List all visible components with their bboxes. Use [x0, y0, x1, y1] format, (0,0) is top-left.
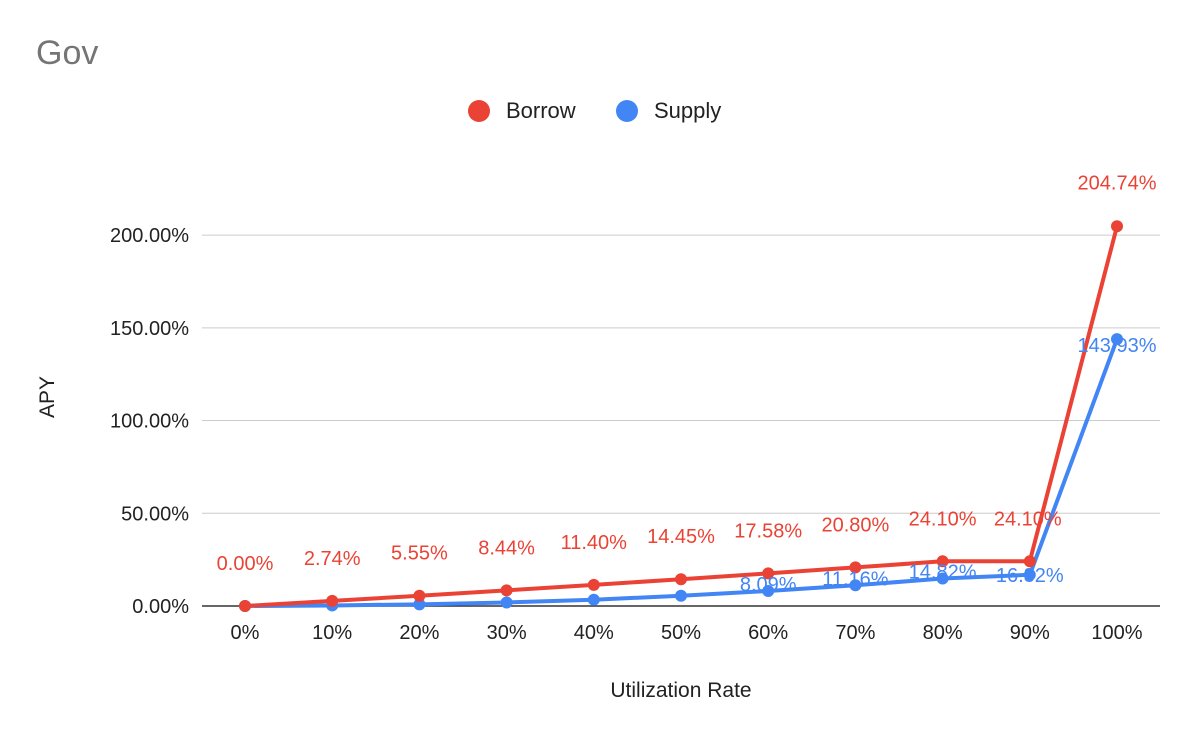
data-point-borrow: [500, 584, 513, 597]
data-label-borrow: 204.74%: [1078, 172, 1157, 194]
data-point-borrow: [326, 594, 339, 607]
data-point-borrow: [413, 589, 426, 602]
x-tick-label: 30%: [487, 622, 527, 644]
legend: Borrow Supply: [468, 98, 721, 123]
data-point-supply: [936, 572, 949, 585]
data-point-borrow: [587, 578, 600, 591]
legend-label-borrow: Borrow: [506, 98, 576, 123]
data-label-borrow: 20.80%: [821, 514, 889, 536]
data-point-supply: [762, 584, 775, 597]
y-tick-label: 100.00%: [110, 411, 189, 433]
data-label-borrow: 14.45%: [647, 526, 715, 548]
data-point-supply: [413, 598, 426, 611]
data-point-borrow: [849, 561, 862, 574]
data-point-supply: [500, 596, 513, 609]
x-axis-label: Utilization Rate: [610, 679, 751, 702]
data-point-borrow: [936, 555, 949, 568]
data-label-borrow: 24.10%: [909, 508, 977, 530]
data-point-supply: [849, 579, 862, 592]
data-label-supply: 14.82%: [909, 562, 977, 584]
legend-label-supply: Supply: [654, 98, 721, 123]
y-tick-label: 50.00%: [121, 503, 189, 525]
data-point-borrow: [239, 600, 251, 612]
data-label-borrow: 2.74%: [304, 548, 361, 570]
data-label-supply: 8.09%: [740, 574, 797, 596]
gridlines: [202, 234, 1160, 607]
y-axis-ticks: 0.00% 50.00% 100.00% 150.00% 200.00%: [110, 225, 189, 618]
series-line-borrow: [243, 224, 1119, 608]
data-label-borrow: 11.40%: [561, 532, 628, 554]
x-tick-label: 100%: [1091, 622, 1142, 644]
data-point-supply: [675, 589, 687, 602]
series-layer: [239, 220, 1123, 612]
x-tick-label: 20%: [399, 622, 439, 644]
x-tick-label: 70%: [835, 622, 875, 644]
x-tick-label: 10%: [312, 622, 352, 644]
data-labels: 0.00% 2.74% 5.55% 8.44% 11.40% 14.45% 17.58% 20…: [217, 172, 1157, 596]
data-label-supply: 143.93%: [1078, 335, 1157, 357]
x-axis-ticks: 0% 10% 20% 30% 40% 50% 60% 70% 80% 90% 100%: [231, 622, 1143, 644]
y-axis-label: APY: [36, 376, 59, 418]
data-label-borrow: 8.44%: [478, 537, 535, 559]
chart-title: Gov: [36, 34, 98, 72]
data-point-borrow: [675, 573, 687, 586]
x-tick-label: 40%: [574, 622, 614, 644]
data-label-borrow: 24.10%: [994, 508, 1062, 530]
y-tick-label: 150.00%: [110, 318, 189, 340]
data-label-supply: 16.82%: [996, 565, 1064, 587]
y-tick-label: 200.00%: [110, 225, 189, 247]
x-tick-label: 60%: [748, 622, 788, 644]
data-point-supply: [587, 593, 600, 606]
data-point-borrow: [1111, 220, 1123, 233]
series-line-supply: [243, 337, 1119, 608]
data-label-borrow: 0.00%: [217, 553, 274, 575]
x-tick-label: 0%: [231, 622, 260, 644]
data-point-borrow: [762, 567, 775, 580]
data-point-borrow: [1023, 555, 1036, 568]
data-point-supply: [1111, 333, 1123, 346]
x-tick-label: 90%: [1010, 622, 1050, 644]
data-label-supply: 11.16%: [822, 568, 889, 590]
legend-swatch-borrow: [468, 100, 490, 122]
legend-swatch-supply: [616, 100, 638, 122]
x-tick-label: 80%: [923, 622, 963, 644]
data-label-borrow: 5.55%: [391, 543, 448, 565]
x-tick-label: 50%: [661, 622, 701, 644]
data-point-supply: [1023, 568, 1036, 581]
y-tick-label: 0.00%: [132, 596, 189, 618]
data-label-borrow: 17.58%: [734, 520, 802, 542]
